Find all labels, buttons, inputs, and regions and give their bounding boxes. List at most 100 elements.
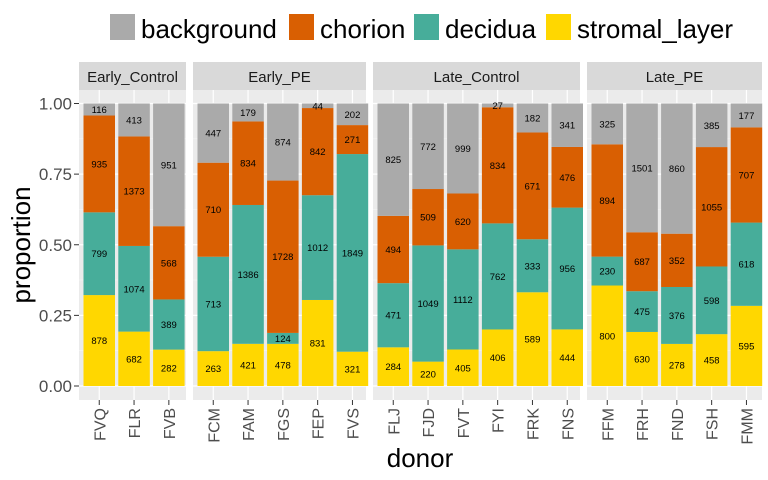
data-label-chorion: 1728 bbox=[272, 252, 293, 263]
legend-label-stromal_layer: stromal_layer bbox=[577, 14, 733, 44]
data-label-background: 385 bbox=[704, 121, 720, 132]
data-label-stromal_layer: 589 bbox=[525, 335, 541, 346]
bar-segment-stromal_layer bbox=[591, 285, 623, 386]
bar-segment-background bbox=[153, 103, 185, 227]
bar-segment-decidua bbox=[377, 283, 409, 348]
data-label-chorion: 687 bbox=[634, 257, 650, 268]
data-label-decidua: 471 bbox=[385, 311, 401, 322]
y-tick-label: 1.00 bbox=[39, 95, 72, 114]
bar-segment-chorion bbox=[267, 180, 299, 333]
data-label-stromal_layer: 220 bbox=[420, 369, 436, 380]
data-label-background: 825 bbox=[385, 155, 401, 166]
data-label-decidua: 598 bbox=[704, 296, 720, 307]
data-label-chorion: 834 bbox=[490, 161, 506, 172]
bar-segment-chorion bbox=[118, 136, 150, 246]
bar-segment-stromal_layer bbox=[232, 343, 264, 386]
bar-segment-chorion bbox=[626, 232, 658, 292]
bar-segment-background bbox=[336, 103, 369, 126]
bar-segment-chorion bbox=[730, 127, 763, 223]
bar-segment-stromal_layer bbox=[377, 347, 409, 386]
bar-segment-stromal_layer bbox=[661, 343, 693, 386]
data-label-chorion: 842 bbox=[310, 147, 326, 158]
bar-segment-stromal_layer bbox=[516, 292, 549, 386]
data-label-decidua: 713 bbox=[205, 299, 221, 310]
bar-segment-stromal_layer bbox=[412, 361, 444, 386]
bar-segment-chorion bbox=[301, 108, 334, 196]
x-tick-label: FEP bbox=[311, 408, 328, 439]
bar-segment-stromal_layer bbox=[118, 331, 150, 386]
data-label-stromal_layer: 282 bbox=[161, 363, 177, 374]
bar-segment-chorion bbox=[661, 233, 693, 287]
data-label-decidua: 333 bbox=[525, 261, 541, 272]
data-label-decidua: 1074 bbox=[123, 284, 144, 295]
x-tick-label: FVB bbox=[162, 408, 179, 439]
data-label-chorion: 568 bbox=[161, 258, 177, 269]
data-label-decidua: 230 bbox=[599, 267, 615, 278]
data-label-chorion: 620 bbox=[455, 217, 471, 228]
data-label-stromal_layer: 800 bbox=[599, 331, 615, 342]
x-tick-label: FAM bbox=[241, 408, 258, 441]
bar-segment-stromal_layer bbox=[197, 351, 229, 386]
bar-segment-chorion bbox=[377, 215, 409, 284]
y-axis-title: proportion bbox=[6, 186, 36, 303]
panel-strip bbox=[587, 62, 762, 90]
data-label-decidua: 1849 bbox=[342, 248, 363, 259]
x-axis-title: donor bbox=[387, 443, 454, 473]
bar-segment-background bbox=[626, 103, 658, 233]
data-label-stromal_layer: 406 bbox=[490, 353, 506, 364]
bar-segment-stromal_layer bbox=[336, 351, 369, 386]
data-label-stromal_layer: 595 bbox=[739, 341, 755, 352]
bar-segment-decidua bbox=[336, 154, 369, 352]
data-label-background: 951 bbox=[161, 160, 177, 171]
bar-segment-chorion bbox=[153, 226, 185, 300]
bar-segment-background bbox=[83, 103, 115, 116]
bar-segment-background bbox=[591, 103, 623, 145]
bar-segment-stromal_layer bbox=[153, 349, 185, 386]
data-label-background: 116 bbox=[92, 105, 107, 116]
data-label-chorion: 671 bbox=[525, 181, 541, 192]
legend-label-chorion: chorion bbox=[320, 14, 405, 44]
x-tick-label: FVQ bbox=[92, 408, 109, 441]
bar-segment-chorion bbox=[591, 144, 623, 257]
bar-segment-decidua bbox=[695, 266, 728, 335]
data-label-background: 1501 bbox=[631, 163, 652, 174]
x-tick-label: FFM bbox=[600, 408, 617, 441]
data-label-background: 874 bbox=[275, 138, 291, 149]
bar-segment-decidua bbox=[516, 239, 549, 293]
bar-segment-decidua bbox=[481, 223, 514, 330]
legend-label-decidua: decidua bbox=[445, 14, 537, 44]
data-label-background: 999 bbox=[455, 144, 471, 155]
bar-segment-stromal_layer bbox=[301, 299, 334, 386]
x-tick-label: FGS bbox=[276, 408, 293, 441]
legend-swatch-background bbox=[110, 14, 135, 40]
data-label-chorion: 476 bbox=[559, 173, 575, 184]
bar-segment-chorion bbox=[481, 107, 514, 224]
bar-segment-decidua bbox=[232, 204, 264, 344]
bar-segment-stromal_layer bbox=[481, 329, 514, 386]
bar-segment-background bbox=[516, 103, 549, 133]
bar-segment-stromal_layer bbox=[267, 343, 299, 386]
bar-segment-background bbox=[447, 103, 479, 194]
data-label-stromal_layer: 263 bbox=[205, 364, 221, 375]
data-label-background: 177 bbox=[739, 111, 755, 122]
data-label-background: 44 bbox=[312, 101, 323, 112]
data-label-chorion: 1055 bbox=[701, 202, 722, 213]
x-tick-label: FLR bbox=[127, 408, 144, 438]
data-label-decidua: 124 bbox=[275, 334, 291, 345]
bar-segment-stromal_layer bbox=[447, 349, 479, 386]
data-label-decidua: 389 bbox=[161, 320, 177, 331]
bar-segment-stromal_layer bbox=[695, 334, 728, 386]
bar-segment-decidua bbox=[197, 256, 229, 352]
data-label-chorion: 834 bbox=[240, 159, 256, 170]
data-label-stromal_layer: 321 bbox=[345, 364, 361, 375]
bar-segment-decidua bbox=[118, 245, 150, 332]
y-tick-label: 0.50 bbox=[39, 236, 72, 255]
data-label-stromal_layer: 444 bbox=[559, 353, 575, 364]
y-tick-label: 0.25 bbox=[39, 306, 72, 325]
bar-segment-stromal_layer bbox=[626, 331, 658, 386]
bar-segment-background bbox=[301, 103, 334, 109]
data-label-background: 413 bbox=[126, 115, 142, 126]
bar-segment-decidua bbox=[661, 286, 693, 344]
bar-segment-background bbox=[118, 103, 150, 137]
data-label-decidua: 799 bbox=[91, 249, 107, 260]
